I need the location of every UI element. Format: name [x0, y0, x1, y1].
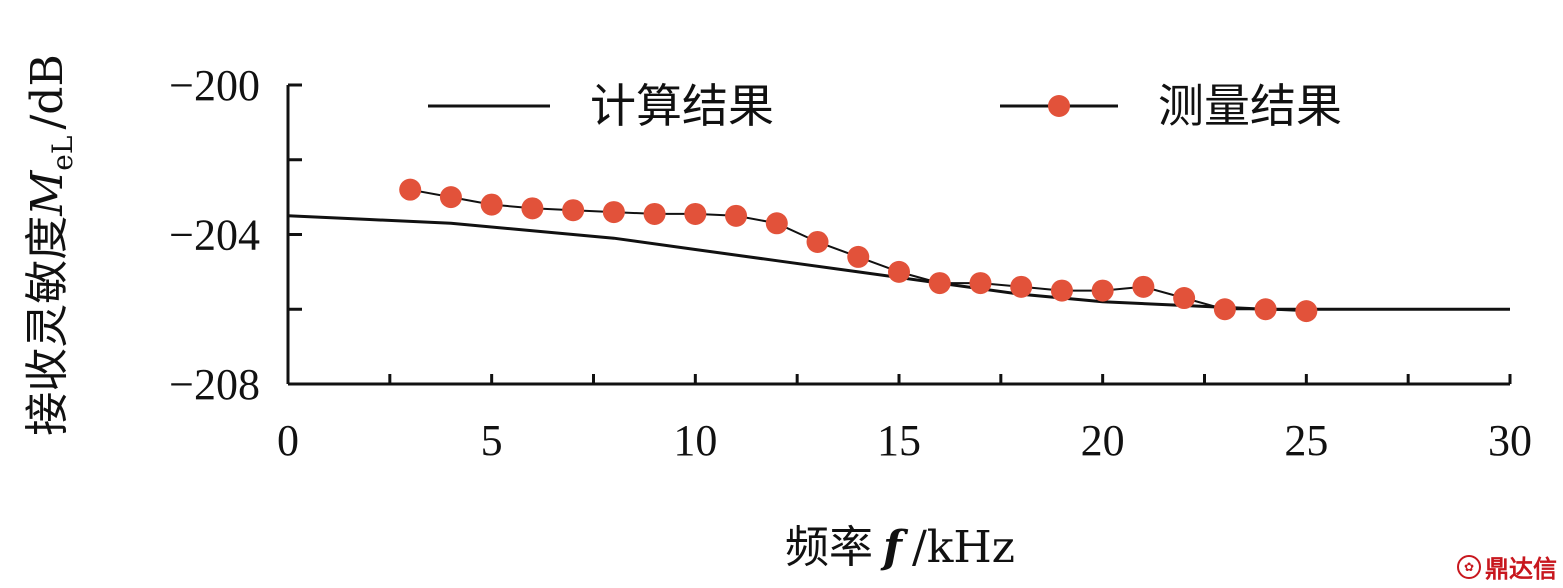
- data-point: [399, 178, 422, 201]
- x-tick-label: 15: [877, 416, 921, 465]
- x-tick-label: 0: [277, 416, 299, 465]
- data-point: [480, 193, 503, 216]
- legend-label-2: 测量结果: [1158, 79, 1342, 133]
- plot-area: −200 −204 −208 0 5 10 15 20 25 30: [169, 61, 1532, 465]
- x-tick-label: 25: [1284, 416, 1328, 465]
- data-point: [1132, 275, 1155, 298]
- data-point: [684, 202, 707, 225]
- data-point: [725, 204, 748, 227]
- y-tick-label: −204: [169, 211, 260, 260]
- x-tick-label: 30: [1488, 416, 1532, 465]
- legend: 计算结果 测量结果: [428, 79, 1342, 133]
- y-axis-title-prefix: 接收灵敏度: [22, 216, 73, 436]
- data-point: [1295, 300, 1318, 323]
- data-point: [806, 230, 829, 253]
- watermark: ✿ 鼎达信: [1457, 549, 1557, 584]
- y-axis-title-unit: /dB: [22, 54, 73, 129]
- x-axis-title-var: f: [880, 522, 909, 573]
- x-tick-label: 20: [1081, 416, 1125, 465]
- data-point: [888, 260, 910, 283]
- data-point: [1091, 279, 1114, 302]
- y-axis-title: 接收灵敏度MeL/dB: [22, 54, 79, 436]
- data-point: [928, 272, 951, 295]
- x-axis-title-prefix: 频率: [785, 522, 873, 573]
- data-point: [1010, 275, 1033, 298]
- watermark-logo-icon: ✿: [1457, 554, 1481, 579]
- x-axis-title: 频率 f/kHz: [785, 522, 1015, 573]
- data-point: [1050, 279, 1073, 302]
- x-tick-label: 5: [481, 416, 503, 465]
- data-point: [521, 197, 544, 220]
- data-point: [439, 186, 462, 209]
- data-point: [847, 245, 870, 268]
- y-tick-label: −200: [169, 61, 260, 110]
- watermark-text: 鼎达信: [1485, 555, 1557, 583]
- data-point: [602, 201, 625, 224]
- data-point: [765, 212, 788, 235]
- data-point: [1254, 298, 1277, 321]
- y-axis-title-sub: eL: [46, 136, 79, 171]
- data-point: [1173, 287, 1196, 310]
- data-point: [969, 272, 992, 295]
- data-point: [562, 199, 585, 222]
- data-point: [643, 202, 666, 225]
- x-axis-title-unit: /kHz: [912, 522, 1015, 573]
- data-point: [1213, 298, 1236, 321]
- legend-label-1: 计算结果: [590, 79, 774, 133]
- y-axis-title-var: M: [22, 170, 73, 217]
- y-tick-label: −208: [169, 360, 260, 409]
- x-tick-label: 10: [673, 416, 717, 465]
- legend-marker: [1048, 95, 1070, 117]
